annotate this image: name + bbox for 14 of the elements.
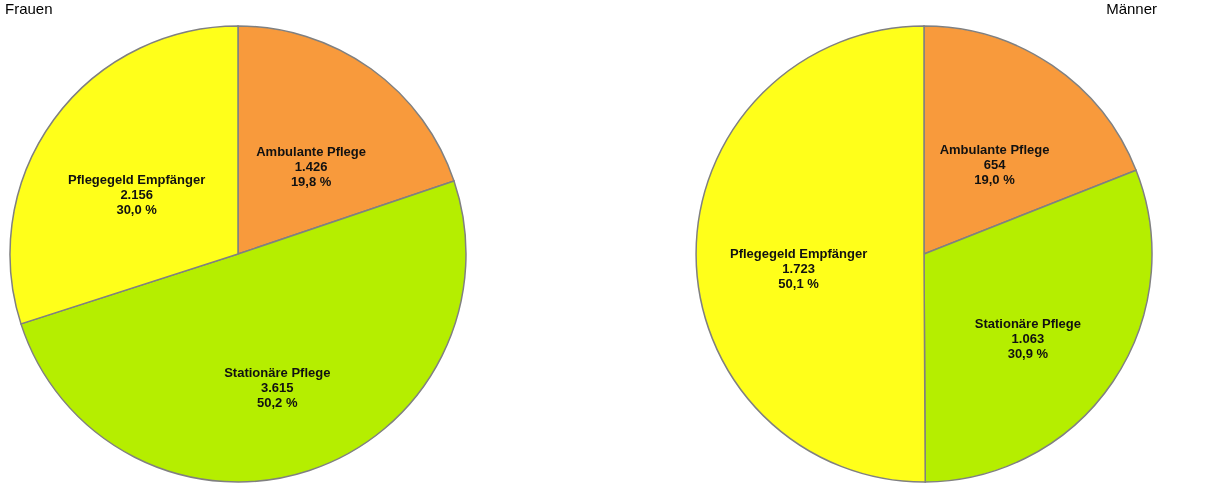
data-label: 1.063 30,9 %	[1007, 331, 1049, 362]
data-label: 1.723 50,1 %	[778, 261, 820, 292]
data-label: 2.156 30,0 %	[116, 187, 158, 218]
slice-label: Stationäre Pflege	[224, 365, 331, 381]
data-label: 1.426 19,8 %	[290, 159, 332, 190]
chart-title: Frauen	[5, 0, 53, 17]
data-label: 3.615 50,2 %	[257, 380, 298, 411]
slice-label: Ambulante Pflege	[939, 142, 1050, 158]
chart-title: Männer	[1106, 0, 1157, 17]
slice-label: Pflegegeld Empfänger	[68, 172, 206, 188]
slice-label: Stationäre Pflege	[974, 316, 1081, 332]
slice-label: Pflegegeld Empfänger	[729, 246, 868, 262]
data-label: 654 19,0 %	[974, 157, 1016, 188]
slice-label: Ambulante Pflege	[256, 144, 367, 160]
